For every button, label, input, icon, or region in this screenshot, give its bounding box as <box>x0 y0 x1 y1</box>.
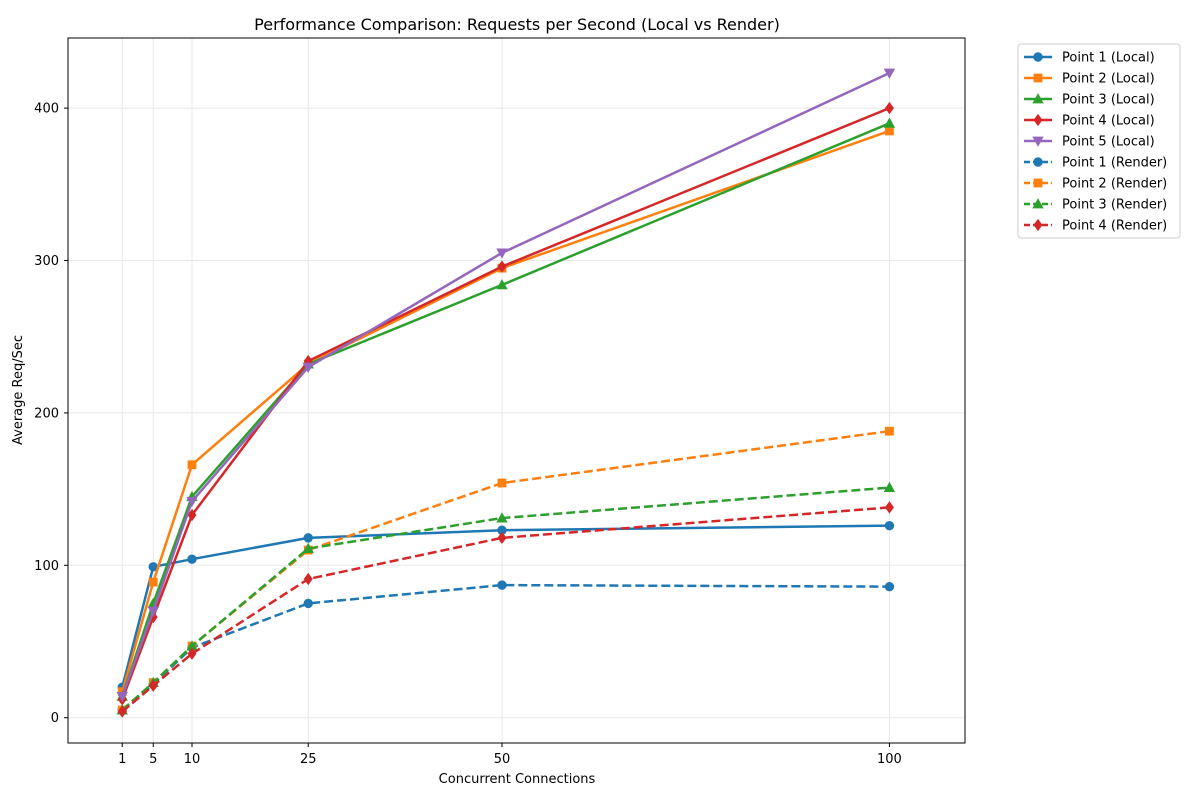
legend-marker <box>1033 178 1043 188</box>
data-point <box>186 496 198 508</box>
x-tick-label: 50 <box>494 752 511 767</box>
data-point <box>148 679 158 692</box>
legend-entry: Point 2 (Render) <box>1024 177 1167 192</box>
y-tick-label: 200 <box>34 406 59 421</box>
x-tick-label: 1 <box>118 752 126 767</box>
data-point <box>147 606 159 617</box>
data-point <box>496 248 508 259</box>
data-point <box>302 542 314 553</box>
plot-frame <box>67 37 966 744</box>
legend-marker <box>1033 218 1043 232</box>
y-tick-label: 300 <box>34 254 59 269</box>
data-point <box>117 705 127 718</box>
data-point <box>302 362 314 374</box>
legend-label: Point 3 (Render) <box>1062 198 1167 213</box>
data-point <box>187 647 197 660</box>
chart-title: Performance Comparison: Requests per Sec… <box>254 15 780 34</box>
data-point <box>884 101 894 115</box>
data-point <box>497 478 507 488</box>
legend-marker <box>1033 73 1043 83</box>
x-tick-label: 25 <box>300 752 317 767</box>
legend-label: Point 2 (Render) <box>1062 177 1167 192</box>
series-5 <box>116 68 896 703</box>
data-point <box>303 533 313 543</box>
data-point <box>884 501 894 514</box>
data-point <box>303 572 313 586</box>
series-line <box>121 106 890 700</box>
series-line <box>121 506 890 713</box>
series-line <box>121 122 890 697</box>
legend-marker <box>1033 113 1043 127</box>
axes: 1 5 10 25 50 100 0 100 200 300 400 <box>34 102 902 767</box>
series-line <box>121 524 890 688</box>
data-point <box>883 68 896 79</box>
data-point <box>883 117 896 128</box>
x-tick-label: 100 <box>877 752 902 767</box>
series-line <box>121 71 890 697</box>
x-tick-label: 10 <box>184 752 201 767</box>
data-point <box>884 520 895 531</box>
legend-marker <box>1032 136 1044 147</box>
y-tick-label: 0 <box>51 711 59 726</box>
legend-entry: Point 1 (Render) <box>1024 156 1167 171</box>
data-point <box>187 460 197 470</box>
legend-entry: Point 3 (Local) <box>1024 93 1155 108</box>
legend-marker <box>1032 198 1044 209</box>
data-point <box>885 426 894 436</box>
data-point <box>497 531 507 545</box>
y-tick-label: 400 <box>34 102 59 117</box>
legend-label: Point 4 (Local) <box>1062 114 1155 129</box>
data-point <box>497 580 507 590</box>
legend-entry: Point 4 (Render) <box>1024 219 1167 234</box>
legend-label: Point 2 (Local) <box>1062 72 1155 87</box>
legend-box <box>1017 43 1181 239</box>
legend-entry: Point 4 (Local) <box>1024 114 1155 129</box>
data-point <box>496 279 508 290</box>
legend-label: Point 1 (Local) <box>1062 51 1155 66</box>
legend-marker <box>1032 93 1044 104</box>
data-point <box>303 598 313 609</box>
legend-entry: Point 1 (Local) <box>1024 51 1155 66</box>
legend-entry: Point 3 (Render) <box>1024 198 1167 213</box>
legend-label: Point 5 (Local) <box>1062 135 1155 150</box>
series-line <box>121 129 890 693</box>
x-tick-label: 5 <box>149 752 157 767</box>
data-point <box>496 512 508 523</box>
legend-label: Point 3 (Local) <box>1062 93 1155 108</box>
legend-label: Point 1 (Render) <box>1062 156 1167 171</box>
series-9 <box>117 501 894 718</box>
data-point <box>187 554 197 564</box>
data-point <box>883 481 896 492</box>
legend-label: Point 4 (Render) <box>1062 219 1167 234</box>
legend: Point 1 (Local) Point 2 (Local) Point 3 (L… <box>1017 43 1181 239</box>
data-point <box>885 126 894 136</box>
legend-entry: Point 2 (Local) <box>1024 72 1155 87</box>
x-axis-title: Concurrent Connections <box>439 772 596 787</box>
data-point <box>497 260 507 273</box>
series-line <box>121 486 890 712</box>
y-axis-title: Average Req/Sec <box>11 335 26 445</box>
legend-marker <box>1033 157 1043 167</box>
legend-entry: Point 5 (Local) <box>1024 135 1155 150</box>
legend-marker <box>1033 52 1043 62</box>
data-point <box>187 508 197 522</box>
plot-series <box>116 68 896 718</box>
y-tick-label: 100 <box>34 559 59 574</box>
data-point <box>148 577 158 587</box>
data-point <box>116 691 128 703</box>
data-point <box>884 581 895 592</box>
